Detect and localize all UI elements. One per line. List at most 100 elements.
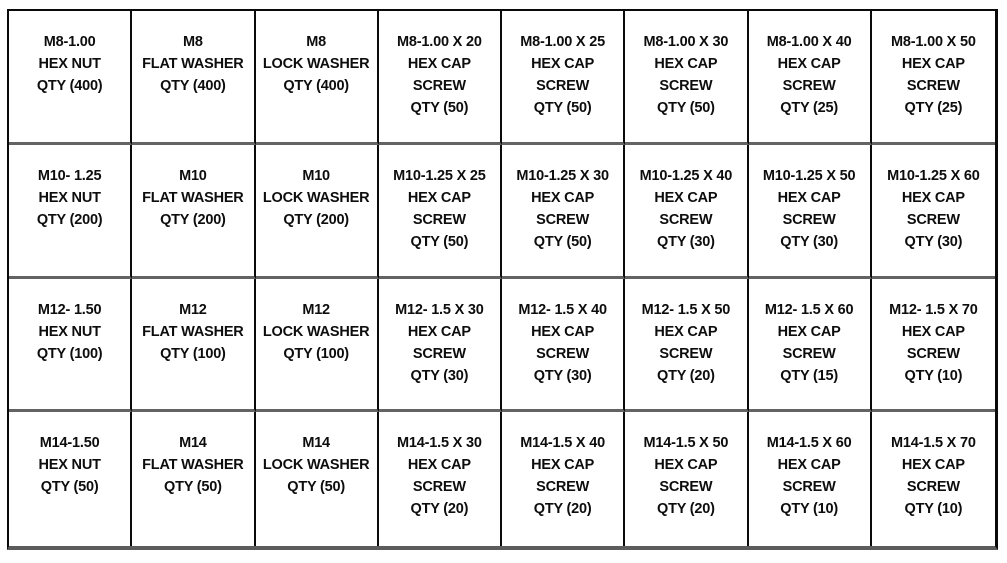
part-description-text: QTY (30) bbox=[533, 367, 592, 384]
part-size-text: M10-1.25 X 40 bbox=[639, 167, 733, 184]
compartment-label: M14 LOCK WASHER QTY (50) bbox=[256, 412, 379, 546]
part-size-text: M12 bbox=[179, 301, 207, 318]
part-description-text: HEX CAP bbox=[901, 189, 965, 206]
compartment-grid: M8-1.00 HEX NUT QTY (400) M8 FLAT WASHER QTY … bbox=[7, 9, 998, 550]
part-description-text: SCREW bbox=[536, 345, 590, 362]
part-description-text: SCREW bbox=[782, 479, 836, 496]
compartment-label: M8-1.00 X 20 HEX CAP SCREW QTY (50) bbox=[378, 11, 502, 145]
part-size-text: M10-1.25 X 30 bbox=[516, 167, 609, 184]
part-description-text: SCREW bbox=[906, 78, 960, 94]
part-description-text: HEX CAP bbox=[407, 56, 471, 72]
part-description-text: HEX CAP bbox=[407, 189, 471, 206]
part-size-text: M14-1.50 bbox=[39, 435, 100, 452]
part-description-text: SCREW bbox=[782, 345, 836, 362]
part-description-text: SCREW bbox=[782, 211, 836, 228]
part-description-text: SCREW bbox=[536, 78, 590, 94]
part-description-text: QTY (20) bbox=[656, 367, 715, 384]
part-size-text: M12- 1.5 X 70 bbox=[889, 301, 978, 318]
part-description-text: QTY (400) bbox=[160, 78, 226, 94]
part-description-text: QTY (30) bbox=[656, 233, 715, 250]
compartment-label: M10-1.25 X 25 HEX CAP SCREW QTY (50) bbox=[378, 144, 502, 279]
part-description-text: HEX CAP bbox=[654, 457, 718, 474]
part-description-text: HEX NUT bbox=[38, 457, 101, 474]
part-description-text: LOCK WASHER bbox=[262, 189, 370, 206]
part-size-text: M8-1.00 bbox=[43, 34, 96, 50]
part-size-text: M10- 1.25 bbox=[37, 167, 102, 184]
part-description-text: QTY (50) bbox=[287, 479, 345, 496]
part-description-text: QTY (100) bbox=[36, 345, 103, 362]
compartment-label: M10- 1.25 HEX NUT QTY (200) bbox=[9, 144, 133, 279]
compartment-label: M12- 1.50 HEX NUT QTY (100) bbox=[9, 278, 133, 413]
part-description-text: HEX CAP bbox=[654, 323, 718, 340]
part-description-text: LOCK WASHER bbox=[262, 56, 370, 72]
part-description-text: HEX CAP bbox=[407, 457, 471, 474]
part-description-text: HEX CAP bbox=[777, 56, 841, 72]
compartment-label: M10 FLAT WASHER QTY (200) bbox=[132, 144, 256, 279]
part-description-text: SCREW bbox=[412, 479, 466, 496]
part-description-text: HEX NUT bbox=[38, 323, 101, 340]
compartment-label: M14-1.5 X 60 HEX CAP SCREW QTY (10) bbox=[749, 412, 872, 546]
part-description-text: HEX CAP bbox=[654, 56, 718, 72]
part-description-text: SCREW bbox=[659, 345, 713, 362]
compartment-label: M12- 1.5 X 30 HEX CAP SCREW QTY (30) bbox=[378, 278, 502, 413]
part-description-text: HEX CAP bbox=[531, 457, 595, 474]
part-size-text: M14 bbox=[302, 435, 330, 452]
part-description-text: QTY (50) bbox=[410, 233, 469, 250]
part-description-text: QTY (10) bbox=[780, 501, 838, 518]
part-description-text: HEX CAP bbox=[901, 457, 965, 474]
part-description-text: QTY (30) bbox=[410, 367, 469, 384]
compartment-label: M10-1.25 X 40 HEX CAP SCREW QTY (30) bbox=[625, 144, 749, 279]
compartment-label: M10-1.25 X 30 HEX CAP SCREW QTY (50) bbox=[502, 144, 626, 279]
part-description-text: SCREW bbox=[659, 78, 713, 94]
part-description-text: HEX NUT bbox=[38, 189, 101, 206]
part-size-text: M12- 1.5 X 60 bbox=[764, 301, 854, 318]
part-description-text: SCREW bbox=[412, 211, 466, 228]
compartment-label: M8-1.00 HEX NUT QTY (400) bbox=[9, 11, 133, 145]
part-size-text: M14-1.5 X 50 bbox=[643, 435, 729, 452]
part-description-text: QTY (50) bbox=[163, 479, 222, 496]
compartment-label: M12- 1.5 X 60 HEX CAP SCREW QTY (15) bbox=[748, 278, 872, 413]
part-size-text: M10-1.25 X 50 bbox=[762, 167, 856, 184]
part-description-text: LOCK WASHER bbox=[262, 457, 370, 474]
compartment-label: M10 LOCK WASHER QTY (200) bbox=[255, 144, 379, 279]
part-size-text: M14-1.5 X 60 bbox=[766, 435, 852, 452]
part-description-text: SCREW bbox=[659, 211, 713, 228]
part-description-text: SCREW bbox=[906, 211, 960, 228]
part-description-text: SCREW bbox=[906, 479, 960, 496]
compartment-label: M14-1.5 X 50 HEX CAP SCREW QTY (20) bbox=[625, 412, 749, 546]
part-size-text: M8-1.00 X 50 bbox=[891, 34, 976, 50]
part-size-text: M12- 1.5 X 40 bbox=[518, 301, 607, 318]
part-description-text: QTY (20) bbox=[656, 501, 715, 518]
part-size-text: M12 bbox=[302, 301, 330, 318]
compartment-label: M12 LOCK WASHER QTY (100) bbox=[255, 278, 379, 413]
part-description-text: QTY (25) bbox=[780, 100, 838, 116]
part-size-text: M12- 1.5 X 30 bbox=[395, 301, 484, 318]
part-description-text: QTY (10) bbox=[904, 501, 963, 518]
compartment-label: M12 FLAT WASHER QTY (100) bbox=[132, 278, 256, 413]
part-description-text: QTY (25) bbox=[904, 100, 963, 116]
part-size-text: M12- 1.5 X 50 bbox=[641, 301, 731, 318]
part-description-text: QTY (400) bbox=[36, 78, 103, 94]
part-description-text: QTY (30) bbox=[904, 233, 963, 250]
compartment-label: M12- 1.5 X 50 HEX CAP SCREW QTY (20) bbox=[625, 278, 749, 413]
part-size-text: M8-1.00 X 20 bbox=[397, 34, 482, 50]
part-description-text: HEX CAP bbox=[654, 189, 718, 206]
compartment-label: M12- 1.5 X 70 HEX CAP SCREW QTY (10) bbox=[871, 279, 995, 413]
part-description-text: HEX CAP bbox=[777, 457, 841, 474]
compartment-label: M14-1.5 X 70 HEX CAP SCREW QTY (10) bbox=[872, 412, 995, 546]
part-description-text: HEX CAP bbox=[777, 189, 841, 206]
part-size-text: M14-1.5 X 40 bbox=[520, 435, 605, 452]
part-description-text: QTY (30) bbox=[780, 233, 838, 250]
part-description-text: HEX CAP bbox=[531, 323, 595, 340]
part-description-text: FLAT WASHER bbox=[142, 457, 244, 474]
part-size-text: M8-1.00 X 40 bbox=[766, 34, 852, 50]
part-description-text: QTY (20) bbox=[410, 501, 469, 518]
part-description-text: QTY (200) bbox=[36, 211, 103, 228]
part-description-text: HEX NUT bbox=[38, 56, 101, 72]
part-description-text: HEX CAP bbox=[531, 189, 595, 206]
compartment-label: M14 FLAT WASHER QTY (50) bbox=[132, 412, 256, 546]
part-description-text: LOCK WASHER bbox=[262, 323, 370, 340]
compartment-label: M10-1.25 X 50 HEX CAP SCREW QTY (30) bbox=[748, 144, 872, 279]
compartment-label: M8-1.00 X 30 HEX CAP SCREW QTY (50) bbox=[625, 11, 749, 145]
